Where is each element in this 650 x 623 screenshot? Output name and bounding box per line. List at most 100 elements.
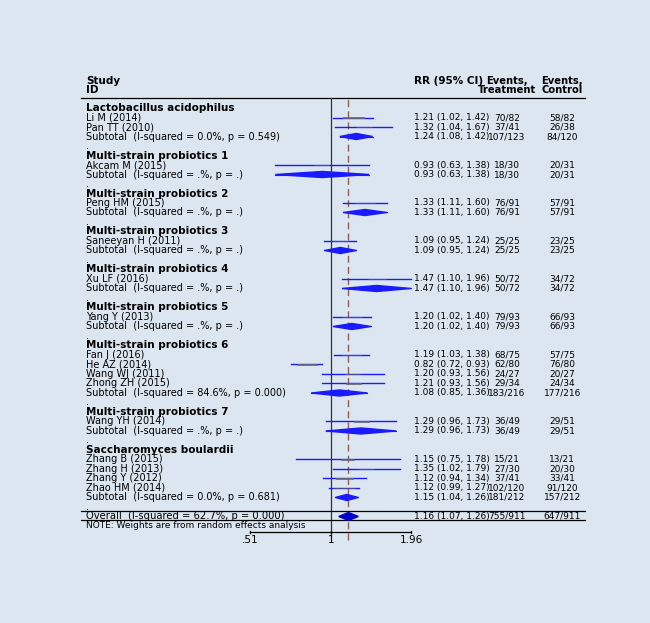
Text: 20/31: 20/31	[549, 170, 575, 179]
Text: Multi-strain probiotics 6: Multi-strain probiotics 6	[86, 341, 229, 351]
Text: 1.15 (1.04, 1.26): 1.15 (1.04, 1.26)	[414, 493, 489, 502]
Text: Treatment: Treatment	[478, 85, 536, 95]
Text: 33/41: 33/41	[549, 474, 575, 483]
Text: RR (95% CI): RR (95% CI)	[414, 76, 483, 86]
Text: 20/30: 20/30	[549, 465, 575, 473]
Text: 26/38: 26/38	[549, 123, 575, 131]
Text: 36/49: 36/49	[494, 417, 520, 426]
Text: 1.09 (0.95, 1.24): 1.09 (0.95, 1.24)	[414, 237, 489, 245]
Text: Control: Control	[541, 85, 583, 95]
Text: 1.20 (0.93, 1.56): 1.20 (0.93, 1.56)	[414, 369, 489, 379]
Polygon shape	[343, 209, 387, 216]
Polygon shape	[339, 513, 358, 520]
Text: Akcam M (2015): Akcam M (2015)	[86, 160, 166, 170]
Text: .51: .51	[242, 535, 258, 545]
Text: 50/72: 50/72	[494, 275, 520, 283]
Text: .: .	[86, 331, 89, 341]
Text: 68/75: 68/75	[494, 351, 520, 359]
Polygon shape	[340, 133, 372, 140]
Bar	[297, 364, 317, 365]
Text: 0.93 (0.63, 1.38): 0.93 (0.63, 1.38)	[414, 170, 489, 179]
Text: 1.16 (1.07, 1.26): 1.16 (1.07, 1.26)	[414, 512, 489, 521]
Text: Multi-strain probiotics 1: Multi-strain probiotics 1	[86, 151, 229, 161]
Text: 1.19 (1.03, 1.38): 1.19 (1.03, 1.38)	[414, 351, 489, 359]
Text: 24/27: 24/27	[494, 369, 520, 379]
Text: 647/911: 647/911	[543, 512, 581, 521]
Bar	[343, 117, 364, 118]
Text: ID: ID	[86, 85, 99, 95]
Text: 1.21 (1.02, 1.42): 1.21 (1.02, 1.42)	[414, 113, 489, 122]
Text: Multi-strain probiotics 7: Multi-strain probiotics 7	[86, 407, 229, 417]
Text: Subtotal  (I-squared = .%, p = .): Subtotal (I-squared = .%, p = .)	[86, 283, 243, 293]
Text: Subtotal  (I-squared = .%, p = .): Subtotal (I-squared = .%, p = .)	[86, 169, 243, 179]
Text: Saccharomyces boulardii: Saccharomyces boulardii	[86, 445, 234, 455]
Text: 24/34: 24/34	[549, 379, 575, 388]
Text: 58/82: 58/82	[549, 113, 575, 122]
Text: 1.15 (0.75, 1.78): 1.15 (0.75, 1.78)	[414, 455, 489, 464]
Text: 1.33 (1.11, 1.60): 1.33 (1.11, 1.60)	[414, 199, 489, 207]
Text: 27/30: 27/30	[494, 465, 520, 473]
Text: 1.32 (1.04, 1.67): 1.32 (1.04, 1.67)	[414, 123, 489, 131]
Text: 1.20 (1.02, 1.40): 1.20 (1.02, 1.40)	[414, 322, 489, 331]
Bar	[343, 316, 363, 317]
Text: 57/75: 57/75	[549, 351, 575, 359]
Text: 36/49: 36/49	[494, 427, 520, 435]
Text: Subtotal  (I-squared = 84.6%, p = 0.000): Subtotal (I-squared = 84.6%, p = 0.000)	[86, 388, 286, 398]
Text: Xu LF (2016): Xu LF (2016)	[86, 274, 149, 284]
Text: 37/41: 37/41	[494, 123, 520, 131]
Text: 91/120: 91/120	[547, 483, 578, 492]
Text: Fan J (2016): Fan J (2016)	[86, 350, 145, 360]
Polygon shape	[276, 171, 369, 178]
Text: 755/911: 755/911	[488, 512, 526, 521]
Text: 25/25: 25/25	[494, 246, 520, 255]
Text: Wang YH (2014): Wang YH (2014)	[86, 417, 165, 427]
Text: Study: Study	[86, 76, 120, 86]
Text: .: .	[86, 435, 89, 445]
Text: 1.29 (0.96, 1.73): 1.29 (0.96, 1.73)	[414, 417, 489, 426]
Text: .: .	[86, 502, 89, 512]
Text: Yang Y (2013): Yang Y (2013)	[86, 312, 153, 322]
Text: 20/27: 20/27	[549, 369, 575, 379]
Text: 50/72: 50/72	[494, 284, 520, 293]
Text: 76/80: 76/80	[549, 360, 575, 369]
Text: 79/93: 79/93	[494, 322, 520, 331]
Text: 1.96: 1.96	[400, 535, 423, 545]
Text: Saneeyan H (2011): Saneeyan H (2011)	[86, 236, 181, 246]
Text: 79/93: 79/93	[494, 313, 520, 321]
Text: Peng HM (2015): Peng HM (2015)	[86, 198, 165, 208]
Text: .: .	[86, 397, 89, 407]
Text: 20/31: 20/31	[549, 161, 575, 169]
Text: 62/80: 62/80	[494, 360, 520, 369]
Text: 57/91: 57/91	[549, 199, 575, 207]
Text: Multi-strain probiotics 4: Multi-strain probiotics 4	[86, 265, 229, 275]
Text: 15/21: 15/21	[494, 455, 520, 464]
Text: 0.82 (0.72, 0.93): 0.82 (0.72, 0.93)	[414, 360, 489, 369]
Text: 29/51: 29/51	[549, 427, 575, 435]
Text: Zhang B (2015): Zhang B (2015)	[86, 454, 163, 465]
Polygon shape	[342, 285, 411, 292]
Text: 37/41: 37/41	[494, 474, 520, 483]
Text: Pan TT (2010): Pan TT (2010)	[86, 122, 154, 132]
Text: 1.47 (1.10, 1.96): 1.47 (1.10, 1.96)	[414, 275, 489, 283]
Text: NOTE: Weights are from random effects analysis: NOTE: Weights are from random effects an…	[86, 521, 306, 530]
Bar	[343, 354, 361, 355]
Text: 23/25: 23/25	[549, 237, 575, 245]
Text: Zhang Y (2012): Zhang Y (2012)	[86, 473, 162, 483]
Text: 23/25: 23/25	[549, 246, 575, 255]
Text: Subtotal  (I-squared = 0.0%, p = 0.549): Subtotal (I-squared = 0.0%, p = 0.549)	[86, 131, 280, 141]
Polygon shape	[324, 247, 356, 254]
Text: Events,: Events,	[486, 76, 528, 86]
Text: Subtotal  (I-squared = .%, p = .): Subtotal (I-squared = .%, p = .)	[86, 321, 243, 331]
Text: .: .	[86, 179, 89, 189]
Text: .: .	[86, 255, 89, 265]
Text: Multi-strain probiotics 5: Multi-strain probiotics 5	[86, 303, 229, 313]
Text: Lactobacillus acidophilus: Lactobacillus acidophilus	[86, 103, 235, 113]
Text: 18/30: 18/30	[494, 161, 520, 169]
Text: 29/34: 29/34	[494, 379, 520, 388]
Text: 107/123: 107/123	[488, 132, 526, 141]
Text: Zhang H (2013): Zhang H (2013)	[86, 464, 163, 474]
Text: 1.29 (0.96, 1.73): 1.29 (0.96, 1.73)	[414, 427, 489, 435]
Text: 102/120: 102/120	[488, 483, 526, 492]
Text: 1.08 (0.85, 1.36): 1.08 (0.85, 1.36)	[414, 389, 489, 397]
Text: 183/216: 183/216	[488, 389, 526, 397]
